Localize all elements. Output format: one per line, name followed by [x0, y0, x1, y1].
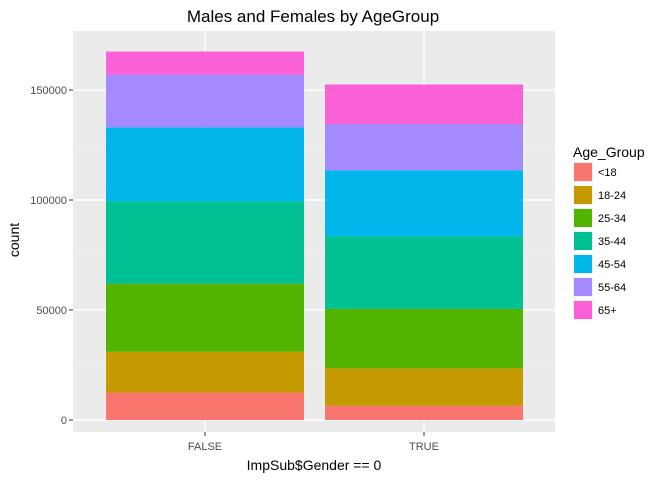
y-axis-title: count [6, 223, 22, 257]
bar-segment [325, 405, 523, 420]
x-axis-title: ImpSub$Gender == 0 [247, 457, 382, 473]
legend-key [574, 232, 592, 250]
bars [106, 51, 523, 420]
legend-label: 45-54 [598, 259, 626, 271]
bar-segment [106, 201, 304, 284]
legend-key [574, 186, 592, 204]
bar-segment [325, 170, 523, 237]
legend-label: 35-44 [598, 236, 626, 248]
bar-segment [106, 74, 304, 128]
legend-key [574, 163, 592, 181]
bar-segment [325, 236, 523, 309]
bar-segment [106, 283, 304, 352]
y-tick-label: 0 [61, 415, 67, 427]
legend: Age_Group <18 18-24 25-34 35-44 45-54 55-64 65… [573, 144, 645, 320]
bar-segment [325, 84, 523, 125]
bar-segment [106, 392, 304, 420]
bar-segment [106, 351, 304, 393]
y-axis: 0 50000 100000 150000 [30, 85, 73, 427]
legend-label: 25-34 [598, 213, 626, 225]
bar-segment [325, 368, 523, 406]
legend-key [574, 278, 592, 296]
y-tick-label: 50000 [36, 305, 67, 317]
x-tick-label: TRUE [409, 441, 439, 453]
legend-label: 65+ [598, 305, 617, 317]
bar-segment [325, 124, 523, 171]
legend-key [574, 209, 592, 227]
legend-label: <18 [598, 167, 617, 179]
legend-title: Age_Group [573, 144, 645, 160]
x-axis: FALSE TRUE [188, 432, 439, 453]
bar-segment [325, 308, 523, 369]
bar-segment [106, 127, 304, 202]
legend-label: 55-64 [598, 282, 626, 294]
x-tick-label: FALSE [188, 441, 222, 453]
y-tick-label: 100000 [30, 195, 67, 207]
legend-label: 18-24 [598, 190, 626, 202]
bar-segment [106, 51, 304, 75]
legend-key [574, 255, 592, 273]
chart-title: Males and Females by AgeGroup [187, 7, 439, 26]
y-tick-label: 150000 [30, 85, 67, 97]
legend-key [574, 301, 592, 319]
